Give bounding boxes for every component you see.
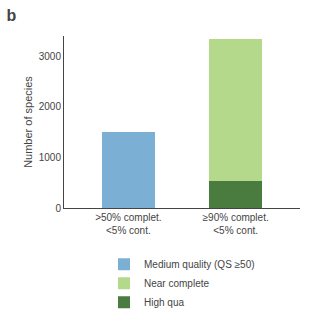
svg-text:2000: 2000 bbox=[39, 101, 62, 112]
svg-text:Number of species: Number of species bbox=[22, 76, 34, 168]
svg-text:b: b bbox=[6, 7, 16, 24]
svg-text:1000: 1000 bbox=[39, 152, 62, 163]
svg-text:>50% complet.<5% cont.: >50% complet.<5% cont. bbox=[95, 212, 161, 236]
svg-text:0: 0 bbox=[55, 203, 61, 214]
svg-text:Near complete: Near complete bbox=[144, 278, 209, 289]
svg-text:Medium quality (QS ≥50): Medium quality (QS ≥50) bbox=[144, 259, 255, 270]
svg-text:High qua: High qua bbox=[144, 297, 184, 308]
svg-text:3000: 3000 bbox=[39, 51, 62, 62]
svg-text:≥90% complet.<5% cont.: ≥90% complet.<5% cont. bbox=[203, 212, 269, 236]
